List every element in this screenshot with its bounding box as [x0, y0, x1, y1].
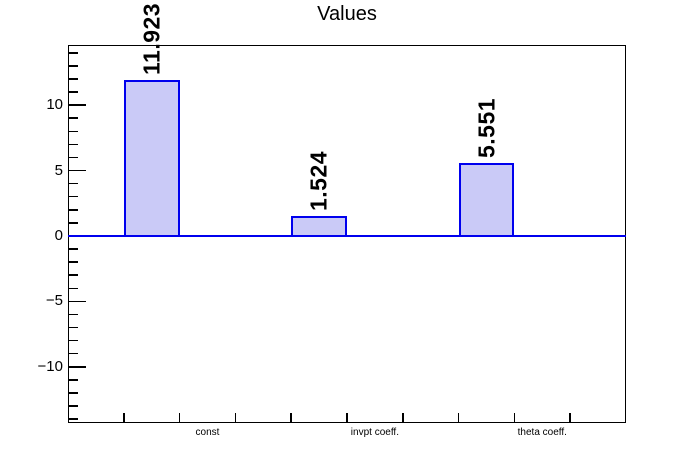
y-minor-tick — [68, 209, 78, 211]
x-tick — [123, 413, 125, 423]
y-minor-tick — [68, 78, 78, 80]
bar-value-label: 11.923 — [138, 2, 165, 75]
y-minor-tick — [68, 418, 78, 420]
bar-3 — [458, 163, 515, 237]
y-minor-tick — [68, 65, 78, 67]
y-minor-tick — [68, 91, 78, 93]
y-minor-tick — [68, 392, 78, 394]
y-tick-label: −5 — [45, 292, 63, 310]
y-minor-tick — [68, 117, 78, 119]
y-tick-label: 0 — [54, 226, 63, 244]
y-tick-label: −10 — [37, 357, 63, 375]
bar-1 — [123, 80, 180, 237]
y-tick-label: 10 — [46, 96, 63, 114]
y-minor-tick — [68, 379, 78, 381]
x-axis-label: const — [195, 427, 220, 438]
chart-title: Values — [317, 3, 377, 25]
y-minor-tick — [68, 274, 78, 276]
y-tick-label: 5 — [54, 161, 63, 179]
zero-line — [68, 234, 626, 237]
x-tick — [513, 413, 516, 423]
y-minor-tick — [68, 287, 78, 290]
bar-value-label: 5.551 — [473, 98, 499, 159]
y-minor-tick — [68, 195, 78, 198]
x-tick — [234, 413, 237, 423]
y-minor-tick — [68, 156, 78, 159]
y-major-tick — [68, 366, 86, 368]
y-minor-tick — [68, 222, 78, 224]
x-axis-label: invpt coeff. — [350, 427, 399, 438]
y-major-tick — [68, 300, 86, 303]
x-tick — [346, 413, 348, 423]
y-minor-tick — [68, 261, 78, 263]
y-minor-tick — [68, 52, 78, 54]
y-minor-tick — [68, 248, 78, 250]
y-minor-tick — [68, 405, 78, 407]
bar-value-label: 1.524 — [305, 150, 332, 212]
y-minor-tick — [68, 339, 78, 342]
x-axis-label: theta coeff. — [517, 427, 567, 438]
x-tick — [178, 413, 181, 423]
y-major-tick — [68, 169, 86, 172]
bar-2 — [291, 216, 347, 237]
x-tick — [402, 413, 404, 423]
x-tick — [457, 413, 460, 423]
y-minor-tick — [68, 326, 78, 329]
y-major-tick — [68, 104, 86, 106]
x-tick — [290, 413, 292, 423]
y-minor-tick — [68, 313, 78, 316]
y-minor-tick — [68, 352, 78, 355]
y-minor-tick — [68, 143, 78, 146]
y-minor-tick — [68, 130, 78, 133]
y-minor-tick — [68, 182, 78, 185]
x-tick — [569, 413, 571, 423]
